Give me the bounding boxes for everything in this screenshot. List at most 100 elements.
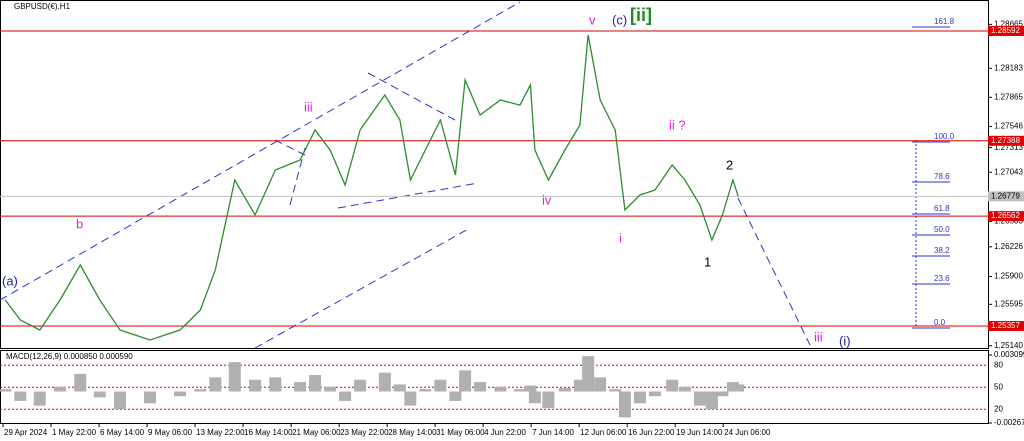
x-tick-label: 23 May 22:00	[340, 428, 389, 437]
fib-label: 38.2	[934, 246, 950, 255]
macd-bar	[114, 391, 127, 410]
wave-label: i	[619, 230, 622, 245]
macd-bar	[209, 377, 222, 392]
fib-label: 78.6	[934, 172, 950, 181]
macd-bar	[33, 391, 46, 406]
y-tick-label: 1.25140	[994, 341, 1023, 350]
x-tick-label: 29 Apr 2024	[4, 428, 48, 437]
x-tick-label: 19 Jun 14:00	[676, 428, 723, 437]
stoch-level-label: 20	[994, 404, 1003, 413]
trend-line	[274, 139, 306, 156]
wave-label: 1	[704, 254, 711, 269]
macd-bar	[449, 391, 462, 401]
macd-bar	[633, 391, 646, 404]
fib-label: 61.8	[934, 204, 950, 213]
macd-bar	[609, 389, 622, 392]
macd-bar	[732, 384, 745, 392]
y-tick-label: 0.003099	[994, 350, 1024, 359]
x-tick-label: 24 Jun 06:00	[724, 428, 771, 437]
fib-label: 0.0	[934, 318, 946, 327]
y-tick-label: 1.26226	[994, 242, 1023, 251]
price-line	[4, 34, 739, 341]
macd-bar	[419, 389, 432, 392]
macd-bar	[513, 389, 526, 392]
x-tick-label: 31 May 06:00	[436, 428, 485, 437]
macd-bar	[174, 391, 187, 397]
x-tick-label: 16 Jun 22:00	[628, 428, 675, 437]
wave-label: b	[76, 216, 83, 231]
macd-bar	[309, 375, 322, 392]
macd-bar	[294, 382, 307, 392]
level-box	[988, 211, 1024, 222]
y-tick-label: 1.28183	[994, 63, 1023, 72]
wave-label: iii	[814, 329, 823, 344]
x-tick-label: 16 May 14:00	[244, 428, 293, 437]
triangle-lower	[337, 182, 479, 209]
macd-bar	[54, 386, 67, 392]
price-frame	[0, 0, 989, 349]
y-tick-label: 1.25595	[994, 299, 1023, 308]
macd-bar	[594, 377, 607, 392]
wave-label: (i)	[839, 333, 851, 348]
fib-label: 100.0	[934, 132, 955, 141]
trend-line	[289, 147, 306, 206]
x-tick-label: 1 May 22:00	[52, 428, 97, 437]
macd-bar	[194, 389, 207, 392]
wave-label: [ii]	[630, 5, 652, 25]
macd-bar	[228, 362, 241, 392]
level-box	[988, 135, 1024, 146]
stoch-level-label: 80	[994, 360, 1003, 369]
wave-label: v	[589, 12, 596, 27]
trend-lines	[0, 1, 917, 349]
fib-label: 50.0	[934, 225, 950, 234]
x-tick-label: 9 May 06:00	[148, 428, 193, 437]
macd-bar	[0, 389, 12, 392]
y-tick-label: 1.25900	[994, 272, 1023, 281]
macd-bar	[558, 387, 571, 392]
macd-bar	[573, 379, 586, 392]
stoch-level-label: 50	[994, 382, 1003, 391]
macd-bar	[618, 391, 631, 418]
x-tick-label: 7 Jun 14:00	[532, 428, 574, 437]
x-tick-label: 21 May 06:00	[292, 428, 341, 437]
macd-bar	[378, 372, 391, 392]
x-tick-label: 28 May 14:00	[388, 428, 437, 437]
macd-bar	[693, 391, 706, 406]
triangle-upper	[367, 72, 456, 121]
x-tick-label: 12 Jun 06:00	[580, 428, 627, 437]
level-box	[988, 26, 1024, 37]
current-price-box	[988, 191, 1024, 202]
level-label: 1.26562	[991, 211, 1020, 220]
wave-label: 2	[726, 157, 733, 172]
macd-bar	[14, 391, 27, 401]
macd-bar	[74, 373, 87, 392]
macd-bar	[393, 384, 406, 392]
y-tick-label: -0.002673	[994, 418, 1024, 427]
level-label: 1.27388	[991, 136, 1020, 145]
macd-bar	[404, 391, 417, 406]
channel-upper	[0, 1, 521, 301]
x-tick-label: 6 May 14:00	[100, 428, 145, 437]
x-tick-label: 4 Jun 22:00	[484, 428, 526, 437]
wave-label: (a)	[2, 273, 18, 288]
level-label: 1.25357	[991, 321, 1020, 330]
macd-bar	[354, 379, 367, 392]
y-tick-label: 1.27546	[994, 122, 1023, 131]
macd-bar	[648, 391, 661, 397]
wave-label: iii	[304, 99, 313, 114]
macd-bar	[666, 379, 679, 392]
macd-bar	[339, 391, 352, 401]
macd-title: MACD(12,26,9) 0.000850 0.000590	[6, 352, 133, 361]
level-box	[988, 321, 1024, 332]
chart-title: GBPUSD(€),H1	[14, 2, 71, 11]
channel-lower	[254, 227, 471, 349]
level-label: 1.28592	[991, 26, 1020, 35]
y-tick-label: 1.27865	[994, 92, 1023, 101]
macd-bar	[269, 377, 282, 392]
macd-bar	[494, 386, 507, 392]
macd-bar	[434, 379, 447, 392]
macd-bar	[542, 391, 555, 409]
macd-bar	[524, 385, 537, 392]
